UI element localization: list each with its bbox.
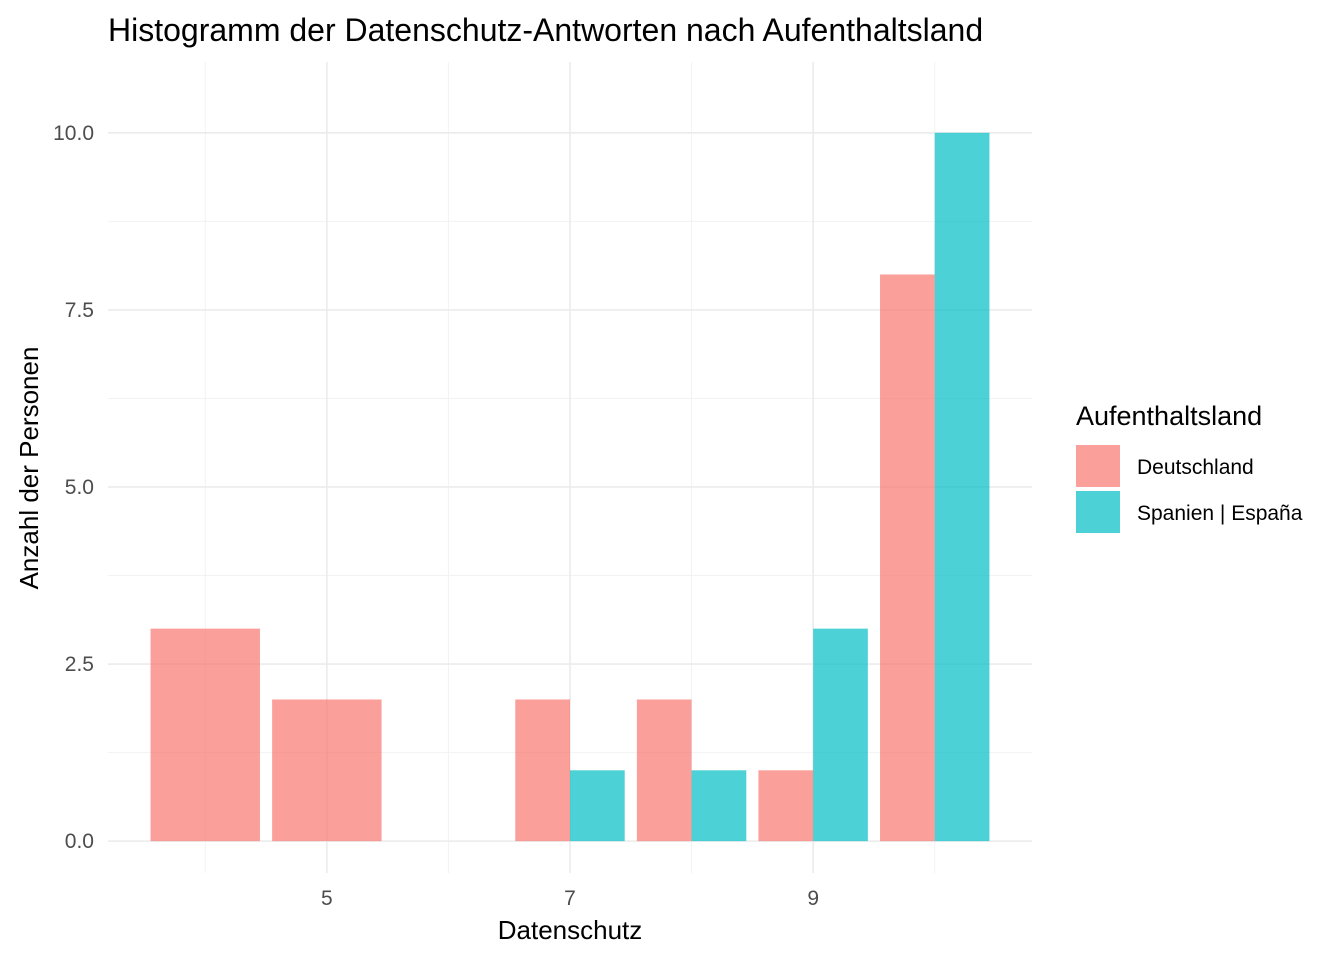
x-axis-title: Datenschutz xyxy=(498,915,643,945)
bar xyxy=(691,770,747,842)
bar xyxy=(934,132,990,842)
bar xyxy=(570,770,625,842)
y-tick-label: 0.0 xyxy=(65,830,94,853)
y-tick-label: 10.0 xyxy=(53,122,94,145)
y-tick-label: 7.5 xyxy=(65,299,94,322)
legend-title: Aufenthaltsland xyxy=(1076,401,1262,431)
y-tick-label: 2.5 xyxy=(65,653,94,676)
bar xyxy=(272,699,382,842)
chart-title: Histogramm der Datenschutz-Antworten nac… xyxy=(108,12,983,48)
x-tick-label: 7 xyxy=(564,887,576,910)
bar xyxy=(150,628,260,842)
legend-label: Spanien | España xyxy=(1137,502,1303,525)
bars xyxy=(150,132,990,842)
legend-label: Deutschland xyxy=(1137,456,1254,479)
y-tick-label: 5.0 xyxy=(65,476,94,499)
y-axis-title: Anzahl der Personen xyxy=(14,347,44,590)
bar xyxy=(813,628,868,842)
x-axis-ticks: 5 7 9 xyxy=(321,887,819,910)
legend-swatch xyxy=(1076,445,1120,487)
legend-swatch xyxy=(1076,491,1120,533)
bar xyxy=(758,770,814,842)
x-tick-label: 5 xyxy=(321,887,333,910)
y-axis-ticks: 0.0 2.5 5.0 7.5 10.0 xyxy=(53,122,94,853)
bar xyxy=(636,699,692,842)
legend: Aufenthaltsland Deutschland Spanien | Esp… xyxy=(1076,401,1303,533)
bar xyxy=(515,699,570,842)
x-tick-label: 9 xyxy=(807,887,819,910)
bar xyxy=(880,274,935,842)
